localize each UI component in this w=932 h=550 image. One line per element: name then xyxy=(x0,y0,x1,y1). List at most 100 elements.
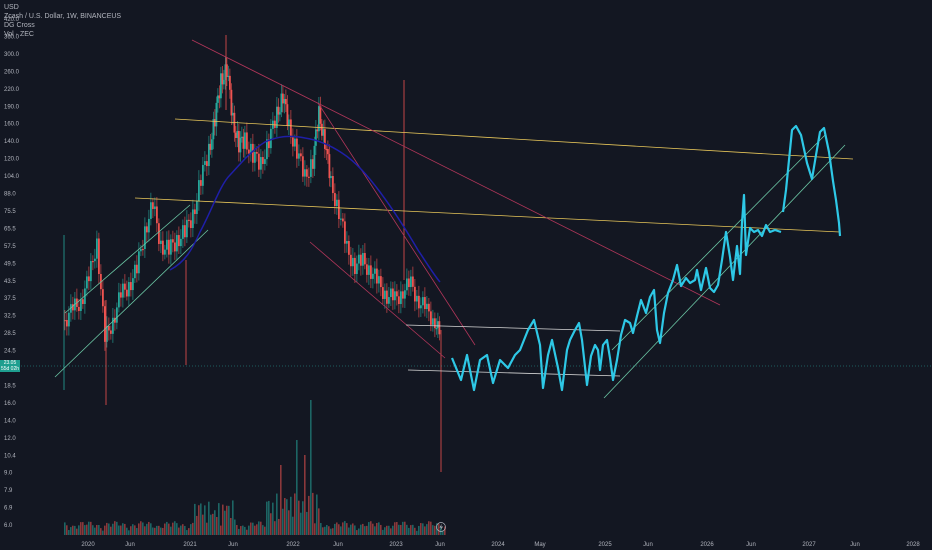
candle-body xyxy=(241,136,243,138)
volume-bar xyxy=(66,525,68,535)
volume-bar xyxy=(226,505,228,535)
volume-label[interactable]: Vol · ZEC xyxy=(4,31,34,38)
price-axis[interactable]: 420.0 360.0 300.0 260.0 220.0 190.0 160.0 140.0… xyxy=(4,17,20,529)
time-tick-label: Jun xyxy=(333,542,343,548)
price-tick-label: 28.5 xyxy=(4,331,16,337)
candle-body xyxy=(316,129,319,132)
volume-bar xyxy=(228,505,230,535)
candle-body xyxy=(292,137,294,147)
white-level-lower[interactable] xyxy=(407,369,621,377)
green-channel-2020-upper[interactable] xyxy=(64,204,191,314)
candle-body xyxy=(204,161,206,165)
volume-bar xyxy=(388,525,390,535)
candle-body xyxy=(192,209,194,228)
volume-bar xyxy=(90,521,92,535)
candle-body xyxy=(108,326,110,331)
volume-bar xyxy=(160,527,162,535)
volume-bar xyxy=(258,521,260,535)
volume-bar xyxy=(252,522,254,535)
volume-bar xyxy=(428,521,430,535)
candle-body xyxy=(366,264,368,275)
green-channel-proj-lower[interactable] xyxy=(603,144,846,399)
candle-body xyxy=(270,128,272,149)
symbol-title[interactable]: Zcash / U.S. Dollar, 1W, BINANCEUS xyxy=(4,13,122,20)
volume-bar xyxy=(246,529,248,535)
candle-body xyxy=(148,218,150,233)
volume-bar xyxy=(220,525,222,535)
volume-bar xyxy=(424,526,426,535)
candle-body xyxy=(170,239,172,255)
candle-body xyxy=(313,145,316,169)
time-tick-label: 2020 xyxy=(81,542,95,548)
candle-body xyxy=(370,265,372,279)
volume-bar xyxy=(182,524,184,535)
volume-bar xyxy=(434,525,436,535)
volume-bar xyxy=(120,525,122,535)
volume-bar xyxy=(242,525,244,535)
price-tick-label: 16.0 xyxy=(4,401,16,407)
price-tick-label: 88.0 xyxy=(4,192,16,198)
volume-bar xyxy=(364,526,366,535)
candle-body xyxy=(321,123,323,136)
volume-bar xyxy=(408,527,410,535)
candle-body xyxy=(308,176,310,178)
volume-bar xyxy=(92,525,94,535)
red-trendline-long[interactable] xyxy=(191,39,721,306)
yellow-trendline-upper[interactable] xyxy=(174,118,854,160)
candle-body xyxy=(327,149,329,155)
volume-bar xyxy=(274,521,276,535)
price-tick-label: 12.0 xyxy=(4,436,16,442)
time-tick-label: 2022 xyxy=(286,542,300,548)
volume-bar xyxy=(392,525,394,535)
volume-bar xyxy=(148,521,150,535)
volume-bar xyxy=(126,527,128,535)
projection-peaks-path[interactable] xyxy=(781,124,842,237)
projection-path[interactable] xyxy=(450,193,782,392)
volume-bar xyxy=(88,521,90,535)
candle-body xyxy=(82,299,84,304)
candle-body xyxy=(400,291,402,304)
volume-bar xyxy=(354,525,356,535)
green-channel-2020-lower[interactable] xyxy=(54,229,209,378)
volume-bar xyxy=(230,517,232,535)
candle-body xyxy=(306,169,308,177)
candle-body xyxy=(238,130,240,153)
candle-body xyxy=(70,304,72,313)
red-channel-upper[interactable] xyxy=(317,102,476,346)
volume-bar xyxy=(286,499,288,535)
candle-body xyxy=(312,159,314,169)
green-channel-proj-upper[interactable] xyxy=(611,134,826,351)
price-tick-label: 260.0 xyxy=(4,69,20,75)
volume-bar xyxy=(234,519,236,535)
volume-bar xyxy=(266,501,268,535)
candle-body xyxy=(420,305,422,309)
candle-body xyxy=(396,291,398,297)
candle-body xyxy=(356,263,358,274)
volume-bar xyxy=(76,528,78,535)
yellow-trendline-lower[interactable] xyxy=(134,197,841,233)
candle-body xyxy=(68,312,70,327)
candle-body xyxy=(239,137,242,153)
red-channel-lower[interactable] xyxy=(309,241,446,359)
volume-bar xyxy=(370,521,372,535)
indicator-label[interactable]: DG Cross xyxy=(4,22,35,29)
volume-bar xyxy=(278,518,280,535)
price-tick-label: 6.0 xyxy=(4,523,13,529)
candle-body xyxy=(300,153,302,157)
white-level-upper[interactable] xyxy=(405,324,621,332)
volume-bar xyxy=(202,514,204,535)
last-price-badge: 23.05 55d 02h xyxy=(0,360,20,372)
candle-body xyxy=(248,149,250,154)
drawings[interactable] xyxy=(0,39,932,399)
price-tick-label: 37.5 xyxy=(4,296,16,302)
candle-body xyxy=(344,221,346,244)
time-axis[interactable]: 2020 Jun 2021 Jun 2022 Jun 2023 Jun 2024 May 2025 J… xyxy=(81,542,920,548)
volume-bar xyxy=(316,494,318,535)
lightning-icon[interactable] xyxy=(436,522,446,532)
candle-body xyxy=(72,304,74,311)
time-tick-label: 2026 xyxy=(700,542,714,548)
volume-bar xyxy=(368,522,370,535)
candle-body xyxy=(330,176,332,179)
